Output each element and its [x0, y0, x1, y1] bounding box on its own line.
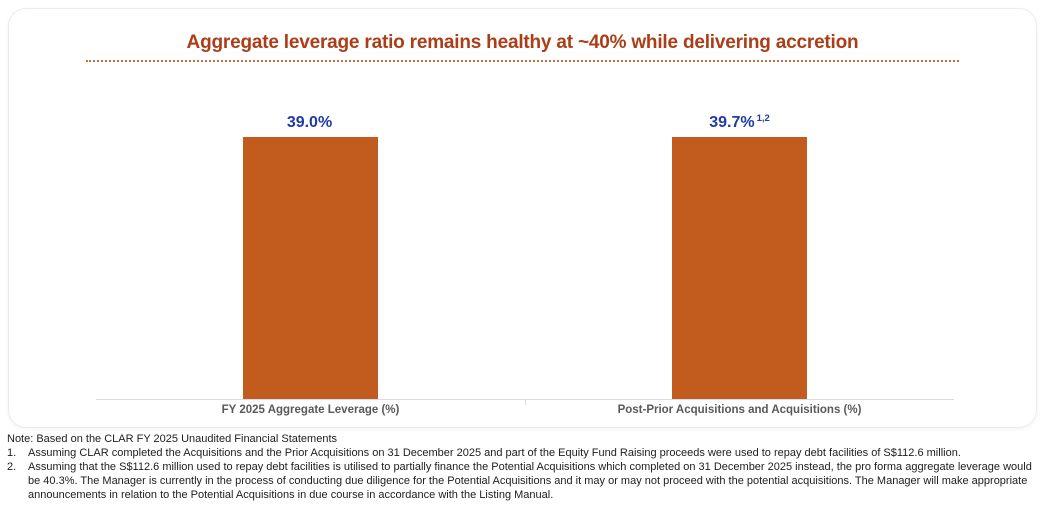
x-axis-label-post-acquisitions: Post-Prior Acquisitions and Acquisitions… — [617, 404, 862, 416]
footnote-number: 2. — [7, 460, 17, 473]
x-axis-label-fy2025: FY 2025 Aggregate Leverage (%) — [221, 404, 400, 416]
footnote-text: Assuming that the S$112.6 million used t… — [28, 460, 1032, 501]
note-line: Note: Based on the CLAR FY 2025 Unaudite… — [7, 433, 337, 445]
bar-value-text: 39.0% — [286, 114, 333, 131]
title-dotted-divider — [86, 60, 959, 62]
footnote-2: 2. Assuming that the S$112.6 million use… — [7, 461, 1038, 503]
footnotes: Note: Based on the CLAR FY 2025 Unaudite… — [7, 433, 1038, 503]
bar-value-superscript: 1,2 — [756, 113, 770, 124]
footnote-number: 1. — [7, 446, 17, 459]
bar-post-prior-acquisitions — [672, 137, 807, 399]
bar-value-label: 39.0% — [287, 114, 334, 132]
bar-group-post-acquisitions: 39.7% 1,2 — [525, 113, 954, 399]
axis-tick — [525, 399, 526, 405]
bar-value-label: 39.7% 1,2 — [709, 113, 770, 132]
footnote-text: Assuming CLAR completed the Acquisitions… — [28, 446, 961, 459]
page-title: Aggregate leverage ratio remains healthy… — [186, 32, 859, 53]
bar-value-text: 39.7% — [709, 114, 755, 131]
x-axis-labels: FY 2025 Aggregate Leverage (%) Post-Prio… — [96, 404, 954, 416]
slide-card: Aggregate leverage ratio remains healthy… — [8, 8, 1037, 428]
bar-chart-plot: 39.0% 39.7% 1,2 — [96, 113, 954, 405]
bar-fy2025-aggregate-leverage — [243, 137, 378, 399]
footnote-1: 1. Assuming CLAR completed the Acquisiti… — [7, 447, 1038, 461]
bar-group-fy2025: 39.0% — [96, 114, 525, 399]
